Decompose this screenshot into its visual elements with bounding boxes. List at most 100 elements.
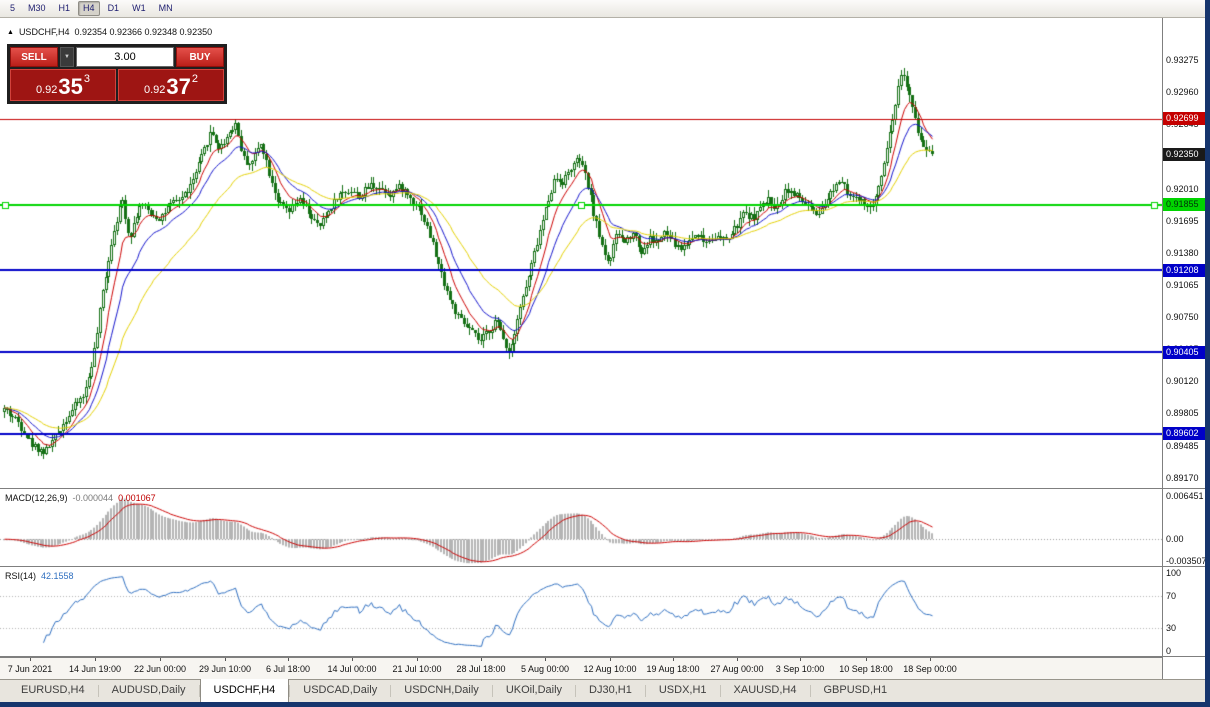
time-label: 3 Sep 10:00 (775, 664, 825, 674)
time-label: 18 Sep 00:00 (903, 664, 957, 674)
volume-dropdown-button[interactable]: ▼ (60, 47, 74, 67)
rsi-value: 42.1558 (41, 571, 74, 581)
timeframe-toolbar: 5 M30 H1 H4 D1 W1 MN (0, 0, 1205, 18)
tab-usdcnh-daily[interactable]: USDCNH,Daily (404, 684, 479, 696)
price-tick: 0.91065 (1166, 279, 1199, 290)
timeframe-mn[interactable]: MN (158, 3, 173, 13)
time-tick (866, 658, 867, 661)
time-tick (417, 658, 418, 661)
time-tick (352, 658, 353, 661)
time-tick (930, 658, 931, 661)
tab-separator (644, 685, 646, 697)
sell-button[interactable]: SELL (10, 47, 58, 67)
time-label: 27 Aug 00:00 (710, 664, 764, 674)
time-tick (30, 658, 31, 661)
price-tick: 0.92010 (1166, 183, 1199, 194)
price-tick: 0.93275 (1166, 54, 1199, 65)
macd-tick: 0.00 (1166, 534, 1184, 545)
tab-separator (390, 685, 392, 697)
buy-button[interactable]: BUY (176, 47, 224, 67)
tab-eurusd-h4[interactable]: EURUSD,H4 (21, 684, 85, 696)
price-tick: 0.89485 (1166, 440, 1199, 451)
pane-separator[interactable] (0, 566, 1205, 567)
tab-separator (97, 685, 99, 697)
tab-dj30-h1[interactable]: DJ30,H1 (589, 684, 632, 696)
price-tick: 0.91380 (1166, 247, 1199, 258)
price-tick: 0.89805 (1166, 408, 1199, 419)
buy-price-prefix: 0.92 (143, 84, 166, 96)
rsi-canvas[interactable] (0, 568, 1162, 656)
chart-ohlc-label: ▲ USDCHF,H4 0.92354 0.92366 0.92348 0.92… (7, 27, 212, 37)
tab-usdx-h1[interactable]: USDX,H1 (658, 684, 707, 696)
price-tick: 0.90750 (1166, 312, 1199, 323)
timeframe-h4[interactable]: H4 (78, 1, 100, 16)
price-tag: 0.92699 (1163, 112, 1205, 126)
sell-price-prefix: 0.92 (35, 84, 58, 96)
time-label: 7 Jun 2021 (7, 664, 53, 674)
rsi-tick: 100 (1166, 568, 1182, 578)
time-tick (673, 658, 674, 661)
volume-input[interactable] (76, 47, 174, 67)
tab-separator (289, 685, 291, 697)
time-axis[interactable]: 7 Jun 2021 14 Jun 19:00 22 Jun 00:00 29 Jun… (0, 657, 1162, 679)
time-label: 14 Jul 00:00 (327, 664, 377, 674)
time-label: 10 Sep 18:00 (839, 664, 893, 674)
chart-symbol-label: USDCHF,H4 (18, 27, 70, 37)
macd-tick: -0.003507 (1166, 556, 1205, 566)
rsi-tick: 0 (1166, 646, 1172, 656)
macd-name: MACD(12,26,9) (5, 493, 68, 503)
price-tag: 0.91855 (1163, 198, 1205, 212)
time-tick (800, 658, 801, 661)
tab-usdchf-h4[interactable]: USDCHF,H4 (199, 679, 290, 702)
sell-price-big: 35 (58, 74, 83, 99)
rsi-name: RSI(14) (5, 571, 37, 581)
price-tag: 0.92350 (1163, 147, 1205, 161)
timeframe-h1[interactable]: H1 (58, 3, 71, 13)
time-tick (95, 658, 96, 661)
sell-price-button[interactable]: 0.92 35 3 (10, 69, 116, 101)
trade-panel: SELL ▼ BUY 0.92 35 3 0.92 37 2 (7, 44, 227, 104)
price-tag: 0.90405 (1163, 345, 1205, 359)
tab-separator (491, 685, 493, 697)
timeframe-d1[interactable]: D1 (107, 3, 120, 13)
axis-separator (1162, 18, 1163, 679)
time-tick (545, 658, 546, 661)
tab-separator (719, 685, 721, 697)
macd-canvas[interactable] (0, 490, 1162, 566)
macd-label: MACD(12,26,9) -0.000044 0.001067 (5, 493, 156, 503)
chart-ohlc-values: 0.92354 0.92366 0.92348 0.92350 (74, 27, 213, 37)
macd-axis: 0.006451 0.00 -0.003507 (1163, 490, 1205, 566)
price-tick: 0.90120 (1166, 376, 1199, 387)
time-label: 21 Jul 10:00 (392, 664, 442, 674)
buy-price-pip: 2 (191, 73, 199, 85)
time-label: 22 Jun 00:00 (133, 664, 187, 674)
tab-audusd-daily[interactable]: AUDUSD,Daily (111, 684, 186, 696)
pane-separator[interactable] (0, 656, 1205, 657)
price-tag: 0.89602 (1163, 427, 1205, 441)
time-tick (225, 658, 226, 661)
tab-gbpusd-h1[interactable]: GBPUSD,H1 (823, 684, 888, 696)
time-label: 12 Aug 10:00 (583, 664, 637, 674)
sell-price-pip: 3 (83, 73, 91, 85)
pane-separator[interactable] (0, 488, 1205, 489)
macd-main-value: -0.000044 (72, 493, 114, 503)
price-tick: 0.92960 (1166, 87, 1199, 98)
tab-separator (575, 685, 577, 697)
time-tick (737, 658, 738, 661)
price-tick: 0.89170 (1166, 472, 1199, 483)
price-axis[interactable]: 0.932750.929600.926450.923300.920100.916… (1163, 18, 1205, 488)
buy-price-button[interactable]: 0.92 37 2 (118, 69, 224, 101)
chart-tabbar: EURUSD,H4 AUDUSD,Daily USDCHF,H4 USDCAD,Dai… (0, 679, 1205, 702)
time-label: 14 Jun 19:00 (68, 664, 122, 674)
time-tick (610, 658, 611, 661)
tab-usdcad-daily[interactable]: USDCAD,Daily (303, 684, 378, 696)
price-tick: 0.91695 (1166, 215, 1199, 226)
timeframe-w1[interactable]: W1 (132, 3, 146, 13)
timeframe-5[interactable]: 5 (10, 3, 16, 13)
chart-marker-icon: ▲ (7, 28, 14, 36)
macd-tick: 0.006451 (1166, 491, 1204, 501)
tab-xauusd-h4[interactable]: XAUUSD,H4 (733, 684, 797, 696)
time-label: 29 Jun 10:00 (198, 664, 252, 674)
timeframe-m30[interactable]: M30 (28, 3, 46, 13)
tab-ukoil-daily[interactable]: UKOil,Daily (505, 684, 563, 696)
